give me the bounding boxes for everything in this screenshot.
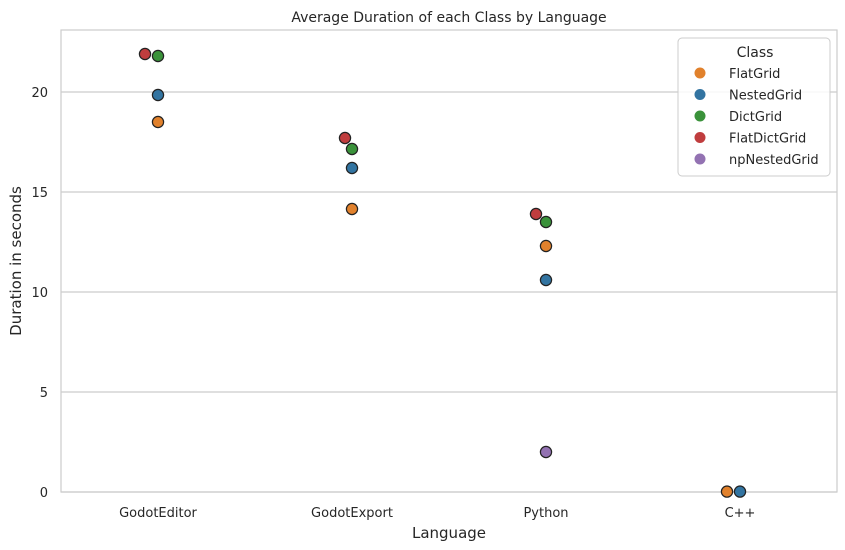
data-point-flatdictgrid: [138, 47, 152, 61]
x-tick-label: GodotExport: [311, 506, 393, 521]
x-axis-label: Language: [412, 524, 486, 542]
data-point-flatgrid: [539, 239, 553, 253]
x-tick-label: Python: [523, 506, 568, 521]
legend-marker: [694, 110, 706, 122]
x-tick-label: C++: [725, 506, 756, 521]
x-tick-labels: GodotEditor GodotExport Python C++: [119, 506, 755, 521]
legend-marker: [694, 89, 706, 100]
data-point-dictgrid: [151, 49, 165, 63]
data-point-nestedgrid: [733, 485, 747, 498]
legend-label: npNestedGrid: [729, 153, 819, 168]
legend-label: NestedGrid: [729, 89, 802, 104]
legend-label: FlatDictGrid: [729, 132, 806, 147]
y-tick-label: 0: [40, 486, 48, 501]
y-tick-label: 10: [31, 286, 48, 301]
legend-marker: [694, 132, 706, 143]
data-point-dictgrid: [539, 215, 553, 229]
y-tick-label: 15: [31, 186, 48, 201]
data-point-flatgrid: [151, 115, 165, 129]
data-point-nestedgrid: [345, 161, 359, 175]
y-tick-label: 20: [31, 86, 48, 101]
data-point-flatgrid: [720, 485, 734, 498]
chart-title: Average Duration of each Class by Langua…: [291, 10, 606, 26]
y-tick-labels: 0 5 10 15 20: [31, 86, 48, 501]
data-point-nestedgrid: [539, 273, 553, 287]
x-tick-label: GodotEditor: [119, 506, 197, 521]
data-point-nestedgrid: [151, 88, 165, 102]
legend-marker: [694, 67, 706, 79]
plot-frame: [60, 29, 838, 493]
legend-label: DictGrid: [729, 110, 782, 125]
legend-label: FlatGrid: [729, 67, 780, 82]
legend-box: [677, 37, 831, 177]
data-point-npnestedgrid: [539, 445, 553, 459]
y-axis-label: Duration in seconds: [7, 186, 25, 336]
data-point-flatdictgrid: [338, 131, 352, 145]
legend-items: FlatGrid NestedGrid DictGrid FlatDictGrid np…: [694, 67, 819, 168]
legend: Class FlatGrid NestedGrid DictGrid FlatDict…: [677, 37, 831, 177]
legend-title: Class: [737, 45, 774, 61]
data-point-dictgrid: [345, 142, 359, 156]
legend-marker: [694, 153, 706, 165]
data-point-flatgrid: [345, 202, 359, 216]
data-point-flatdictgrid: [529, 207, 543, 221]
data-points: [138, 47, 747, 498]
y-tick-label: 5: [40, 386, 48, 401]
